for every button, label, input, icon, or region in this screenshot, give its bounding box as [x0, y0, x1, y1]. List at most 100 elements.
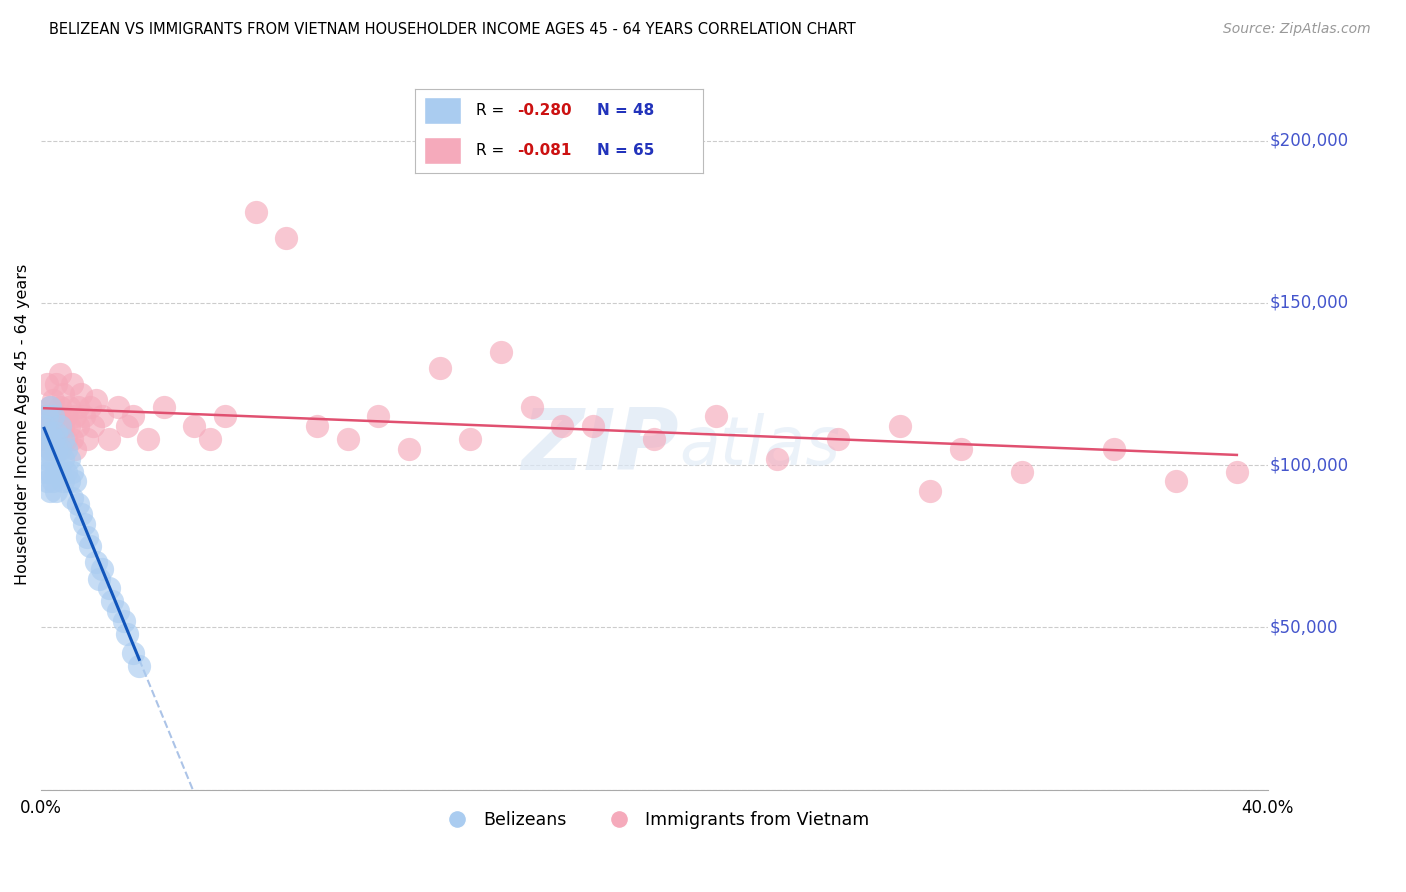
Point: [39, 465, 62, 479]
Point: [45, 432, 67, 446]
Point: [32, 432, 55, 446]
Point: [1164, 475, 1187, 489]
Point: [48, 400, 70, 414]
Point: [32, 465, 55, 479]
Point: [42, 393, 65, 408]
Point: [32, 419, 55, 434]
Point: [128, 659, 150, 673]
Point: [55, 442, 77, 456]
Point: [367, 409, 389, 424]
Point: [1102, 442, 1125, 456]
Point: [52, 386, 75, 401]
Point: [112, 614, 135, 628]
Point: [52, 419, 75, 434]
Point: [52, 432, 75, 446]
Point: [91, 562, 114, 576]
Point: [45, 484, 67, 499]
Point: [39, 400, 62, 414]
Point: [305, 419, 328, 434]
Y-axis label: Householder Income Ages 45 - 64 years: Householder Income Ages 45 - 64 years: [15, 264, 30, 585]
Point: [73, 516, 96, 531]
Text: Source: ZipAtlas.com: Source: ZipAtlas.com: [1223, 22, 1371, 37]
Point: [276, 231, 298, 245]
Point: [107, 604, 129, 618]
Point: [42, 409, 65, 424]
Point: [58, 451, 80, 466]
Point: [520, 400, 543, 414]
Point: [52, 475, 75, 489]
Point: [73, 409, 96, 424]
Point: [48, 368, 70, 382]
Point: [42, 475, 65, 489]
Point: [60, 465, 83, 479]
Point: [37, 432, 59, 446]
Point: [198, 432, 221, 446]
Point: [107, 400, 129, 414]
Point: [45, 442, 67, 456]
Text: atlas: atlas: [679, 414, 839, 480]
Point: [704, 409, 727, 424]
Point: [97, 432, 120, 446]
Point: [138, 432, 160, 446]
Legend: Belizeans, Immigrants from Vietnam: Belizeans, Immigrants from Vietnam: [433, 804, 876, 836]
Point: [37, 451, 59, 466]
Point: [1011, 465, 1033, 479]
Point: [45, 377, 67, 392]
Point: [827, 432, 849, 446]
Point: [76, 432, 98, 446]
Point: [889, 419, 911, 434]
Point: [55, 432, 77, 446]
Point: [115, 419, 138, 434]
Point: [643, 432, 665, 446]
Point: [60, 377, 83, 392]
Point: [79, 400, 101, 414]
Point: [76, 529, 98, 543]
Point: [58, 475, 80, 489]
Point: [1226, 465, 1249, 479]
Point: [55, 409, 77, 424]
Point: [48, 442, 70, 456]
Point: [45, 465, 67, 479]
Text: $100,000: $100,000: [1270, 456, 1350, 475]
Text: BELIZEAN VS IMMIGRANTS FROM VIETNAM HOUSEHOLDER INCOME AGES 45 - 64 YEARS CORREL: BELIZEAN VS IMMIGRANTS FROM VIETNAM HOUS…: [49, 22, 856, 37]
Point: [398, 442, 420, 456]
Point: [42, 451, 65, 466]
Point: [122, 646, 145, 660]
Point: [766, 451, 789, 466]
Point: [551, 419, 574, 434]
Point: [949, 442, 972, 456]
Point: [58, 400, 80, 414]
Point: [52, 451, 75, 466]
Point: [32, 409, 55, 424]
Point: [122, 409, 145, 424]
Point: [920, 484, 942, 499]
Point: [66, 419, 89, 434]
Point: [39, 400, 62, 414]
Point: [100, 594, 122, 608]
Point: [70, 386, 93, 401]
Point: [37, 377, 59, 392]
Point: [32, 442, 55, 456]
Point: [115, 627, 138, 641]
Point: [79, 539, 101, 553]
Point: [70, 507, 93, 521]
Point: [39, 484, 62, 499]
Point: [63, 442, 86, 456]
Point: [37, 409, 59, 424]
Point: [336, 432, 359, 446]
Point: [429, 360, 451, 375]
Point: [214, 409, 236, 424]
Point: [489, 344, 512, 359]
Text: $200,000: $200,000: [1270, 132, 1350, 150]
Point: [84, 556, 107, 570]
Point: [37, 475, 59, 489]
Point: [45, 409, 67, 424]
Point: [48, 442, 70, 456]
Point: [89, 572, 111, 586]
Point: [48, 465, 70, 479]
Point: [55, 465, 77, 479]
Point: [42, 432, 65, 446]
Point: [37, 419, 59, 434]
Point: [245, 205, 267, 219]
Point: [60, 491, 83, 505]
